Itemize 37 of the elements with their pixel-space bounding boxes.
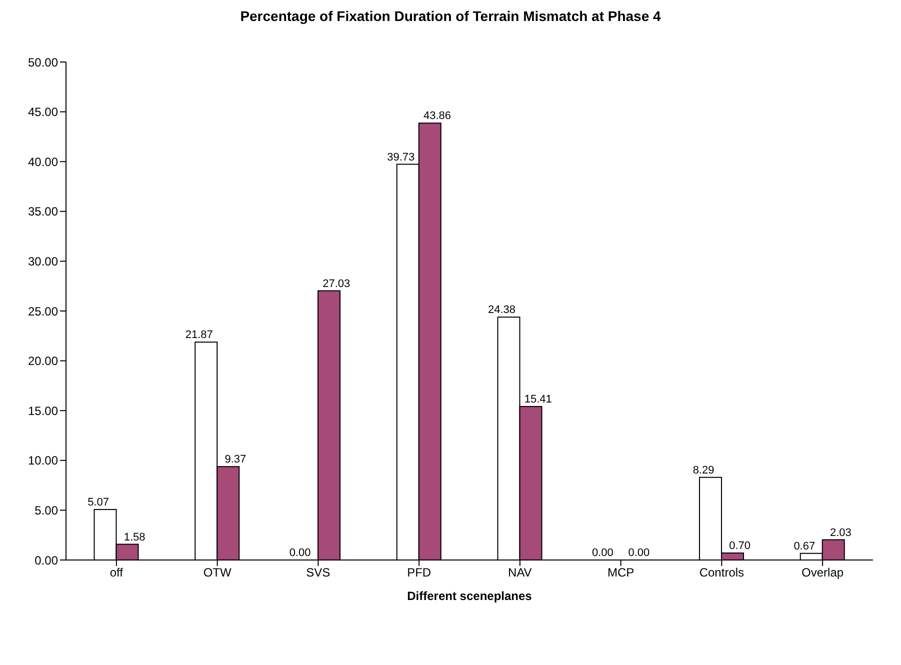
data-label: 0.00 [592, 547, 614, 559]
data-label: 15.41 [524, 394, 552, 406]
data-label: 9.37 [224, 454, 246, 466]
data-label: 43.86 [423, 110, 451, 122]
data-label: 27.03 [322, 278, 350, 290]
x-tick-label: SVS [306, 566, 330, 580]
y-tick-label: 50.00 [28, 55, 58, 70]
y-tick-label: 40.00 [28, 154, 58, 169]
data-label: 1.58 [124, 531, 146, 544]
y-tick-label: 0.00 [34, 553, 58, 568]
x-tick-label: MCP [607, 566, 634, 580]
x-tick-label: PFD [407, 566, 432, 580]
y-tick-label: 15.00 [28, 404, 58, 418]
data-label: 2.03 [830, 526, 852, 539]
data-label: 24.38 [488, 304, 516, 316]
data-label: 39.73 [387, 151, 415, 164]
x-tick-label: off [110, 566, 124, 580]
data-label: 0.70 [729, 540, 751, 552]
y-tick-label: 45.00 [28, 105, 58, 120]
data-label: 0.00 [289, 547, 311, 559]
x-tick-label: NAV [508, 566, 532, 580]
y-tick-label: 35.00 [28, 204, 58, 219]
data-label: 5.07 [88, 496, 109, 509]
y-tick-label: 30.00 [28, 254, 58, 268]
data-label: 0.00 [628, 547, 650, 559]
y-tick-label: 10.00 [28, 454, 58, 468]
x-tick-label: Overlap [802, 566, 844, 580]
y-tick-label: 25.00 [28, 304, 58, 318]
x-tick-label: OTW [203, 566, 232, 580]
x-axis-title: Different sceneplanes [407, 589, 532, 603]
data-label: 0.67 [794, 540, 816, 552]
x-tick-label: Controls [699, 566, 744, 580]
chart-title: Percentage of Fixation Duration of Terrain Mismatch at Phase 4 [239, 8, 662, 26]
y-tick-label: 20.00 [28, 354, 58, 368]
data-label: 8.29 [692, 464, 714, 476]
data-label: 21.87 [185, 329, 213, 342]
y-tick-label: 5.00 [34, 503, 58, 518]
